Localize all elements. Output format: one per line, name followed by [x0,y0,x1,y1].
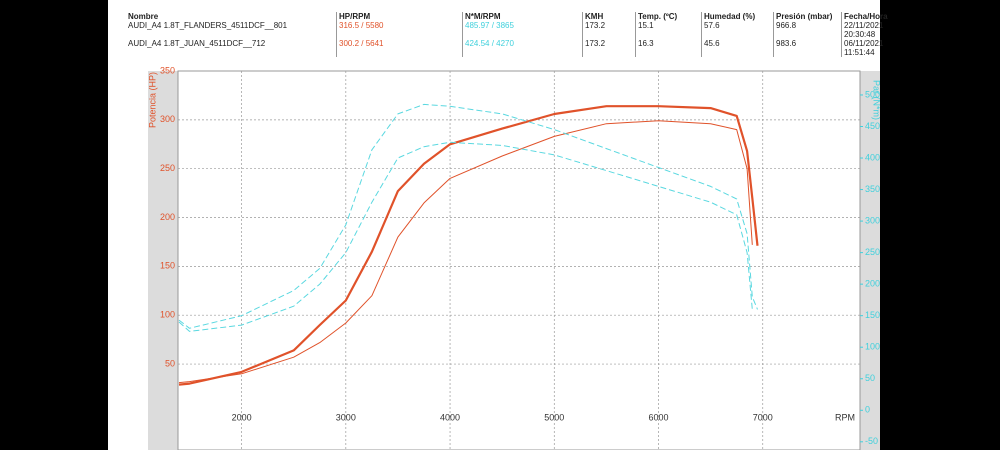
y2-tick-label: 500 [865,89,880,99]
y2-tick-label: 400 [865,152,880,162]
table-cell: 424.54 / 4270 [462,39,582,57]
x-tick-label: 6000 [649,412,669,422]
table-cell: 485.97 / 3865 [462,21,582,39]
table-cell: 300.2 / 5641 [336,39,462,57]
table-cell: AUDI_A4 1.8T_JUAN_4511DCF__712 [128,39,266,48]
series-line [178,105,759,386]
left-axis-band [148,71,178,450]
table-cell: 57.6 [701,21,773,39]
y2-tick-label: 200 [865,279,880,289]
y2-tick-label: -50 [865,436,878,446]
series-line [178,103,758,329]
right-axis-band [860,71,880,450]
y-tick-label: 250 [160,163,175,173]
y-tick-label: 50 [165,358,175,368]
x-tick-label: 3000 [336,412,356,422]
table-cell: 173.2 [582,39,635,57]
y2-tick-label: 100 [865,342,880,352]
table-header: Nombre HP/RPM N*M/RPM KMH Temp. (ºC) Humedad … [126,12,916,21]
y2-tick-label: 450 [865,121,880,131]
table-cell: 173.2 [582,21,635,39]
info-table: Nombre HP/RPM N*M/RPM KMH Temp. (ºC) Humedad … [126,12,916,57]
table-cell: 45.6 [701,39,773,57]
x-axis-title: RPM [835,412,855,422]
table-cell: AUDI_A4 1.8T_FLANDERS_4511DCF__801 [128,21,288,30]
table-cell: 966.8 [773,21,841,39]
y-tick-label: 300 [160,114,175,124]
x-tick-label: 5000 [544,412,564,422]
y2-tick-label: 150 [865,310,880,320]
plot-border [177,70,861,450]
header-cell: HP/RPM [336,12,462,21]
y2-axis-title: Par (N*m) [872,80,882,120]
x-tick-label: 4000 [440,412,460,422]
header-cell: Presión (mbar) [773,12,841,21]
header-cell: Fecha/Hora [841,12,916,21]
y2-tick-label: 350 [865,184,880,194]
y2-tick-label: 250 [865,247,880,257]
header-cell: Nombre [128,12,159,21]
y-axis-title: Potencia (HP) [147,72,157,128]
series-line [178,120,753,384]
header-cell: KMH [582,12,635,21]
table-row: AUDI_A4 1.8T_JUAN_4511DCF__712 300.2 / 56… [126,39,916,57]
y-tick-label: 100 [160,310,175,320]
table-cell: 316.5 / 5580 [336,21,462,39]
x-tick-label: 7000 [753,412,773,422]
table-row: AUDI_A4 1.8T_FLANDERS_4511DCF__801 316.5 … [126,21,916,39]
table-cell: 16.3 [635,39,701,57]
header-cell: N*M/RPM [462,12,582,21]
y2-tick-label: 0 [865,405,870,415]
table-cell: 15.1 [635,21,701,39]
y2-tick-label: 300 [865,215,880,225]
y2-tick-label: 50 [865,373,875,383]
x-tick-label: 2000 [232,412,252,422]
y-tick-label: 200 [160,212,175,222]
y-tick-label: 150 [160,261,175,271]
series-line [178,141,753,332]
header-cell: Temp. (ºC) [635,12,701,21]
table-cell: 06/11/2021 11:51:44 [841,39,916,57]
table-cell: 22/11/2021 20:30:48 [841,21,916,39]
y-tick-label: 350 [160,65,175,75]
header-cell: Humedad (%) [701,12,773,21]
table-cell: 983.6 [773,39,841,57]
